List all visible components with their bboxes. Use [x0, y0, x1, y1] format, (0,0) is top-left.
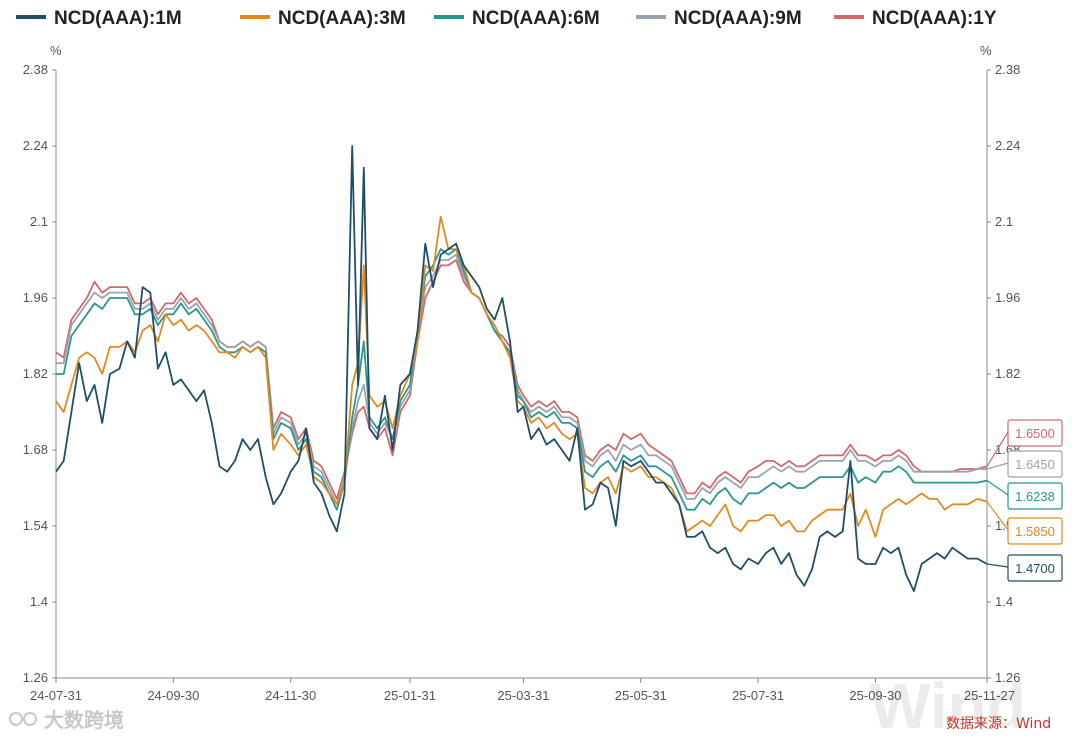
legend-label-0: NCD(AAA):1M [54, 8, 182, 29]
end-label-value-4: 1.6500 [1015, 426, 1055, 441]
legend-label-2: NCD(AAA):6M [472, 8, 600, 29]
series-line-NCD(AAA):3M [55, 215, 988, 538]
series-lines [55, 145, 988, 592]
end-label-value-2: 1.6238 [1015, 489, 1055, 504]
y-tick-label-left: 1.82 [23, 366, 48, 381]
x-tick-label: 25-05-31 [615, 688, 667, 703]
x-tick-label: 25-01-31 [384, 688, 436, 703]
y-ticks-right: 2.382.242.11.961.821.681.541.41.26 [987, 62, 1020, 685]
end-label-value-0: 1.4700 [1015, 561, 1055, 576]
y-tick-label-right: 1.26 [995, 670, 1020, 685]
end-labels: 1.4700 1.5850 1.6238 1.6450 1.6500 [986, 419, 1063, 582]
end-label-leader-2 [986, 480, 1009, 496]
end-label-leader-0 [986, 563, 1009, 568]
y-tick-label-left: 2.1 [30, 214, 48, 229]
x-tick-label: 25-07-31 [732, 688, 784, 703]
y-tick-label-left: 1.54 [23, 518, 48, 533]
y-tick-label-left: 1.26 [23, 670, 48, 685]
y-tick-label-right: 1.82 [995, 366, 1020, 381]
y-tick-label-right: 2.24 [995, 138, 1020, 153]
y-ticks-left: 2.38 2.24 2.1 1.96 1.82 1.68 1.54 1.4 1.26 [23, 62, 56, 685]
end-label-value-1: 1.5850 [1015, 524, 1055, 539]
series-line-NCD(AAA):6M [56, 248, 988, 511]
end-label-box-1 [1007, 517, 1063, 545]
x-tick-label: 25-09-30 [849, 688, 901, 703]
y-tick-label-left: 1.4 [30, 594, 48, 609]
end-label-leader-1 [986, 501, 1009, 531]
legend-label-4: NCD(AAA):1Y [872, 8, 997, 29]
y-axis-unit-left: % [50, 43, 62, 58]
end-label-leader-3 [986, 462, 1009, 470]
watermark-logo-icon [9, 712, 23, 726]
dashujujing-watermark: 大数跨境 [9, 708, 124, 732]
x-tick-label: 24-09-30 [147, 688, 199, 703]
end-label-box-0 [1007, 554, 1063, 582]
x-tick-label: 24-11-30 [265, 688, 316, 703]
y-axis-unit-right: % [980, 43, 992, 58]
legend-label-3: NCD(AAA):9M [674, 8, 802, 29]
y-tick-label-right: 2.38 [995, 62, 1020, 77]
y-tick-label-right: 2.1 [995, 214, 1013, 229]
x-tick-label: 25-03-31 [497, 688, 549, 703]
watermark-logo-icon-2 [23, 712, 37, 726]
y-tick-label-left: 1.68 [23, 442, 48, 457]
end-label-leader-4 [986, 431, 1009, 467]
wind-watermark: Wind [870, 670, 1026, 740]
y-tick-label-right: 1.96 [995, 290, 1020, 305]
y-tick-label-left: 2.24 [23, 138, 48, 153]
end-label-value-3: 1.6450 [1015, 457, 1055, 472]
data-source: 数据来源：Wind [946, 716, 1051, 732]
legend-label-1: NCD(AAA):3M [278, 8, 406, 29]
y-tick-label-left: 1.96 [23, 290, 48, 305]
series-line-NCD(AAA):1Y [55, 259, 988, 500]
end-label-box-4 [1007, 419, 1063, 447]
y-tick-label-right: 1.4 [995, 594, 1013, 609]
x-tick-label: 24-07-31 [30, 688, 82, 703]
x-ticks: 24-07-31 24-09-30 24-11-30 25-01-31 25-03-31… [30, 678, 1015, 703]
end-label-box-3 [1007, 450, 1063, 478]
end-label-box-2 [1007, 482, 1063, 510]
x-tick-label: 25-11-27 [964, 688, 1015, 703]
series-line-NCD(AAA):9M [56, 253, 987, 506]
legend: NCD(AAA):1M NCD(AAA):3M NCD(AAA):6M NCD(AAA… [16, 8, 997, 29]
watermark-left-text: 大数跨境 [44, 708, 124, 732]
y-tick-label-left: 2.38 [23, 62, 48, 77]
series-line-NCD(AAA):1M [55, 145, 988, 592]
